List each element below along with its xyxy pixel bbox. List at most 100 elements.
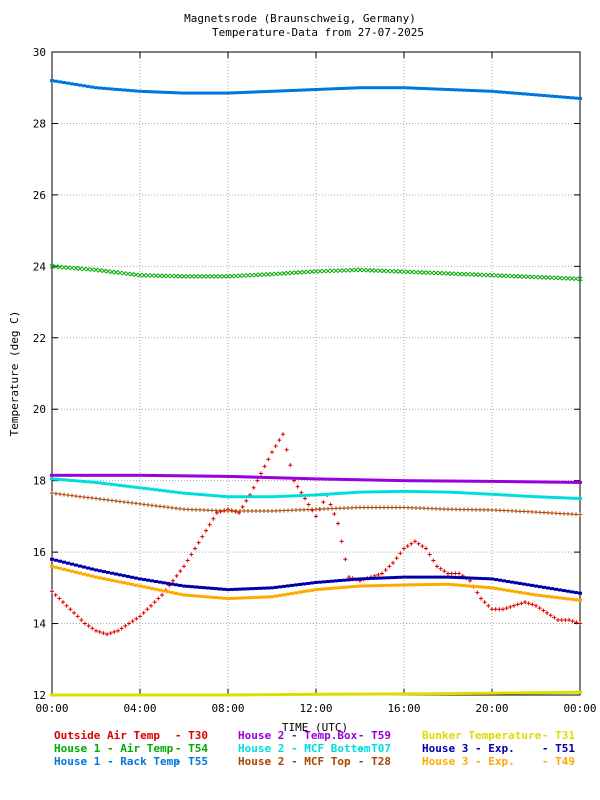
data-point-t07 (562, 496, 566, 500)
data-point-t49 (70, 569, 74, 573)
data-point-t31 (398, 692, 402, 696)
data-point-t51 (522, 582, 526, 586)
data-point-t31 (430, 692, 434, 696)
y-tick-label: 24 (33, 260, 47, 273)
data-point-t30 (240, 504, 245, 509)
data-point-t59 (434, 479, 438, 483)
data-point-t51 (206, 586, 210, 590)
data-point-t28 (538, 510, 542, 515)
data-point-t54 (533, 274, 539, 280)
data-point-t28 (258, 509, 262, 514)
data-point-t59 (146, 473, 150, 477)
data-point-t55 (458, 88, 462, 92)
data-point-t31 (382, 692, 386, 696)
data-point-t54 (201, 273, 207, 279)
data-point-t59 (362, 478, 366, 482)
data-point-t55 (226, 91, 230, 95)
data-point-t59 (330, 477, 334, 481)
data-point-t55 (210, 91, 214, 95)
data-point-t55 (546, 94, 550, 98)
data-point-t31 (290, 692, 294, 696)
data-point-t59 (126, 473, 130, 477)
data-point-t59 (94, 473, 98, 477)
data-point-t30 (193, 546, 197, 551)
data-point-t59 (62, 473, 66, 477)
data-point-t31 (538, 691, 542, 695)
data-point-t51 (578, 591, 582, 595)
data-point-t55 (282, 89, 286, 93)
data-point-t31 (570, 690, 574, 694)
data-point-t59 (262, 475, 266, 479)
data-point-t07 (302, 493, 306, 497)
data-point-t49 (126, 582, 130, 586)
data-point-t54 (297, 270, 303, 275)
data-point-t07 (510, 493, 514, 497)
data-point-t49 (266, 595, 270, 599)
data-point-t30 (501, 607, 505, 612)
data-point-t31 (178, 693, 182, 697)
data-point-t59 (102, 473, 106, 477)
data-point-t07 (258, 495, 262, 499)
data-point-t28 (514, 509, 518, 514)
data-point-t55 (290, 88, 294, 92)
data-point-t59 (518, 480, 522, 484)
data-point-t07 (318, 493, 322, 497)
data-point-t30 (416, 541, 421, 546)
data-point-t59 (486, 479, 490, 483)
data-point-t28 (198, 507, 202, 512)
data-point-t59 (90, 473, 94, 477)
data-point-t28 (230, 509, 234, 514)
data-point-t49 (526, 592, 530, 596)
data-point-t54 (385, 268, 391, 274)
data-point-t59 (550, 480, 554, 484)
data-point-t49 (78, 571, 82, 575)
data-point-t07 (430, 490, 434, 494)
data-point-t30 (119, 626, 124, 631)
data-point-t49 (62, 567, 66, 571)
data-point-t49 (150, 586, 154, 590)
data-point-t51 (466, 576, 470, 580)
data-point-t31 (182, 693, 186, 697)
data-point-t49 (510, 589, 514, 593)
data-point-t51 (538, 585, 542, 589)
data-point-t55 (54, 79, 58, 83)
data-point-t31 (258, 693, 262, 697)
data-point-t30 (435, 564, 439, 569)
data-point-t30 (145, 607, 150, 612)
data-point-t30 (512, 603, 516, 608)
data-point-t51 (526, 583, 530, 587)
data-point-t55 (206, 91, 210, 95)
data-point-t31 (386, 692, 390, 696)
data-point-t49 (282, 593, 286, 597)
data-point-t51 (370, 576, 374, 580)
data-point-t28 (250, 509, 254, 514)
data-point-t51 (130, 575, 134, 579)
data-point-t07 (330, 492, 334, 496)
data-point-t07 (534, 495, 538, 499)
data-point-t54 (285, 270, 291, 276)
data-point-t51 (222, 587, 226, 591)
data-point-t59 (318, 477, 322, 481)
data-point-t07 (354, 490, 358, 494)
data-point-t59 (418, 479, 422, 483)
data-point-t51 (310, 581, 314, 585)
data-point-t28 (334, 506, 338, 511)
legend-code: - T30 (175, 729, 208, 742)
data-point-t07 (190, 492, 194, 496)
data-point-t51 (210, 586, 214, 590)
data-point-t31 (462, 691, 466, 695)
data-point-t49 (558, 596, 562, 600)
data-point-t31 (414, 692, 418, 696)
data-point-t51 (398, 575, 402, 579)
data-point-t28 (150, 503, 154, 508)
data-point-t51 (318, 580, 322, 584)
data-point-t59 (566, 480, 570, 484)
data-point-t31 (286, 693, 290, 697)
data-point-t54 (69, 265, 75, 271)
data-point-t30 (262, 464, 267, 469)
data-point-t54 (85, 266, 91, 272)
data-point-t30 (482, 600, 487, 605)
data-point-t54 (229, 273, 235, 279)
data-point-t54 (153, 273, 159, 279)
